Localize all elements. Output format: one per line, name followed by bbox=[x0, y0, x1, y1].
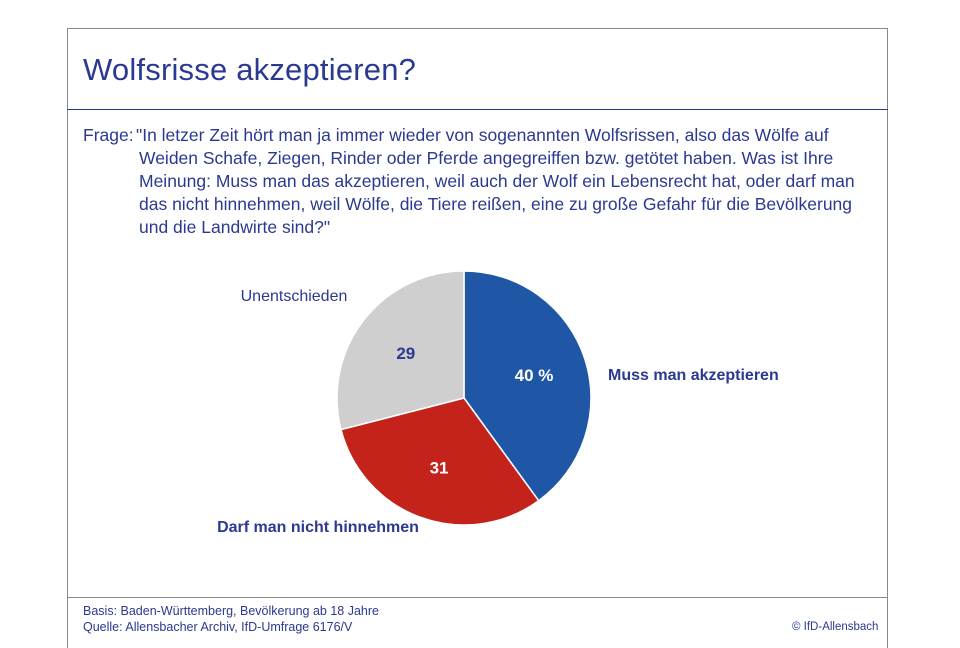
question-prefix: Frage: bbox=[83, 125, 134, 145]
footer-source: Quelle: Allensbacher Archiv, IfD-Umfrage… bbox=[83, 620, 353, 634]
pie-category-label-3: Unentschieden bbox=[241, 288, 348, 305]
pie-chart: 40 % Muss man akzeptieren 31 Darf man nicht… bbox=[200, 250, 840, 560]
pie-slice-2 bbox=[340, 397, 540, 526]
pie-value-label-2: 31 bbox=[430, 458, 449, 477]
pie-slice-1 bbox=[463, 270, 592, 502]
pie-value-label-1: 40 % bbox=[515, 366, 554, 385]
slide-frame bbox=[67, 28, 888, 648]
footer-copyright: © IfD-Allensbach bbox=[792, 621, 879, 633]
pie-category-label-2: Darf man nicht hinnehmen bbox=[217, 519, 419, 536]
pie-slice-3 bbox=[336, 270, 465, 431]
footer-basis: Basis: Baden-Württemberg, Bevölkerung ab… bbox=[83, 604, 379, 618]
page-title: Wolfsrisse akzeptieren? bbox=[83, 52, 417, 87]
pie-chart-svg: 40 % Muss man akzeptieren 31 Darf man nicht… bbox=[217, 270, 779, 536]
footer-divider bbox=[67, 597, 888, 598]
pie-value-label-3: 29 bbox=[396, 344, 415, 363]
pie-category-label-1: Muss man akzeptieren bbox=[608, 367, 779, 384]
question-text: "In letzer Zeit hört man ja immer wieder… bbox=[136, 125, 855, 237]
title-divider bbox=[67, 109, 888, 110]
